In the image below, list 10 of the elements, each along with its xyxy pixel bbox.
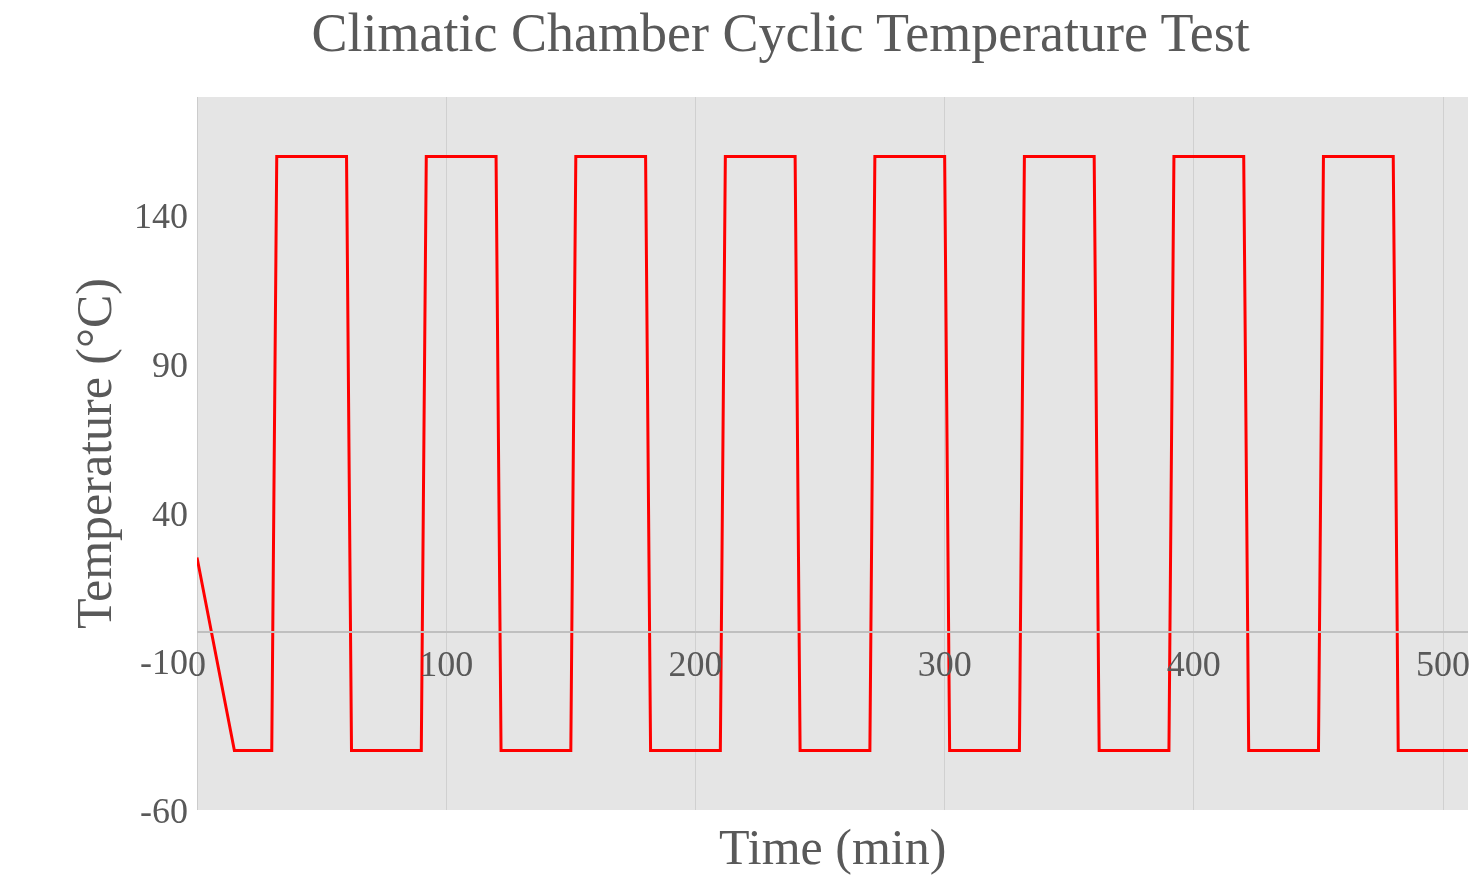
x-tick-label: 500 <box>1416 643 1471 684</box>
y-tick-label: 90 <box>152 344 188 385</box>
y-tick-label: -60 <box>140 790 188 831</box>
chart-title: Climatic Chamber Cyclic Temperature Test <box>311 3 1250 64</box>
y-tick-label: -10 <box>140 642 188 683</box>
y-tick-label: 40 <box>152 493 188 534</box>
y-tick-label: 140 <box>134 196 188 237</box>
y-axis-title: Temperature (°C) <box>66 277 122 630</box>
x-axis-title: Time (min) <box>719 819 947 875</box>
x-tick-label: 0 <box>188 643 206 684</box>
